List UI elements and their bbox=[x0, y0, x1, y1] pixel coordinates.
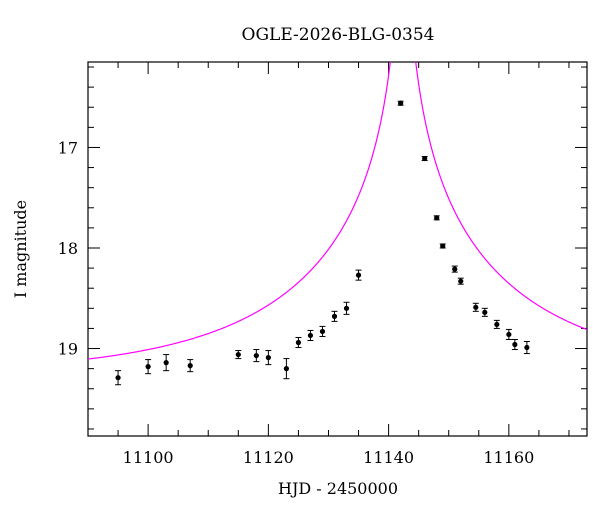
point-marker bbox=[307, 332, 314, 339]
data-point bbox=[331, 310, 338, 322]
axis-ticks bbox=[87, 62, 587, 436]
point-marker bbox=[434, 215, 440, 221]
axis-tick-labels: 11100 11120 11140 11160 17 18 19 bbox=[58, 138, 535, 467]
data-point bbox=[235, 350, 242, 360]
y-axis-label: I magnitude bbox=[11, 200, 30, 298]
point-marker bbox=[512, 341, 518, 348]
data-point bbox=[457, 277, 464, 285]
data-point bbox=[355, 269, 362, 281]
data-point bbox=[511, 338, 518, 351]
point-marker bbox=[398, 100, 404, 106]
point-marker bbox=[331, 313, 338, 319]
point-marker bbox=[440, 243, 446, 249]
point-marker bbox=[319, 328, 326, 335]
y-tick-label: 18 bbox=[58, 239, 78, 258]
model-curve bbox=[88, 62, 587, 360]
data-point bbox=[187, 359, 194, 373]
data-point bbox=[163, 354, 170, 372]
data-point bbox=[295, 336, 302, 349]
data-point bbox=[421, 155, 428, 162]
data-point bbox=[319, 325, 326, 337]
data-point bbox=[265, 350, 272, 366]
data-point bbox=[307, 329, 314, 341]
data-point bbox=[253, 349, 260, 363]
point-marker bbox=[163, 360, 169, 366]
point-marker bbox=[482, 309, 488, 315]
point-marker bbox=[473, 304, 479, 310]
y-tick-label: 17 bbox=[58, 138, 78, 157]
data-point bbox=[397, 100, 404, 106]
point-marker bbox=[115, 375, 121, 381]
plot-frame bbox=[87, 61, 588, 437]
data-point bbox=[481, 307, 488, 317]
data-point bbox=[283, 358, 290, 380]
point-marker bbox=[422, 155, 428, 162]
data-point bbox=[505, 328, 512, 340]
point-marker bbox=[506, 331, 512, 338]
point-marker bbox=[452, 266, 458, 272]
data-point bbox=[145, 359, 152, 375]
data-points bbox=[115, 100, 530, 386]
point-marker bbox=[295, 339, 302, 346]
x-tick-label: 11120 bbox=[243, 448, 294, 467]
point-marker bbox=[494, 321, 500, 328]
x-tick-label: 11160 bbox=[483, 448, 534, 467]
data-point bbox=[433, 215, 440, 221]
data-point bbox=[115, 370, 122, 386]
y-tick-label: 19 bbox=[58, 340, 78, 359]
data-point bbox=[523, 340, 530, 355]
x-tick-label: 11140 bbox=[363, 448, 414, 467]
point-marker bbox=[235, 351, 241, 358]
point-marker bbox=[145, 364, 151, 370]
data-point bbox=[472, 302, 479, 312]
data-point bbox=[439, 243, 446, 249]
point-marker bbox=[283, 366, 289, 372]
point-marker bbox=[265, 354, 271, 361]
x-axis-label: HJD - 2450000 bbox=[278, 479, 398, 498]
point-marker bbox=[187, 363, 193, 369]
chart-title: OGLE-2026-BLG-0354 bbox=[242, 25, 435, 45]
data-point bbox=[343, 301, 350, 315]
point-marker bbox=[524, 344, 530, 351]
point-marker bbox=[253, 352, 259, 359]
point-marker bbox=[355, 272, 362, 278]
point-marker bbox=[458, 278, 464, 284]
data-point bbox=[493, 319, 500, 329]
x-tick-label: 11100 bbox=[123, 448, 174, 467]
point-marker bbox=[343, 305, 350, 311]
data-point bbox=[451, 265, 458, 273]
